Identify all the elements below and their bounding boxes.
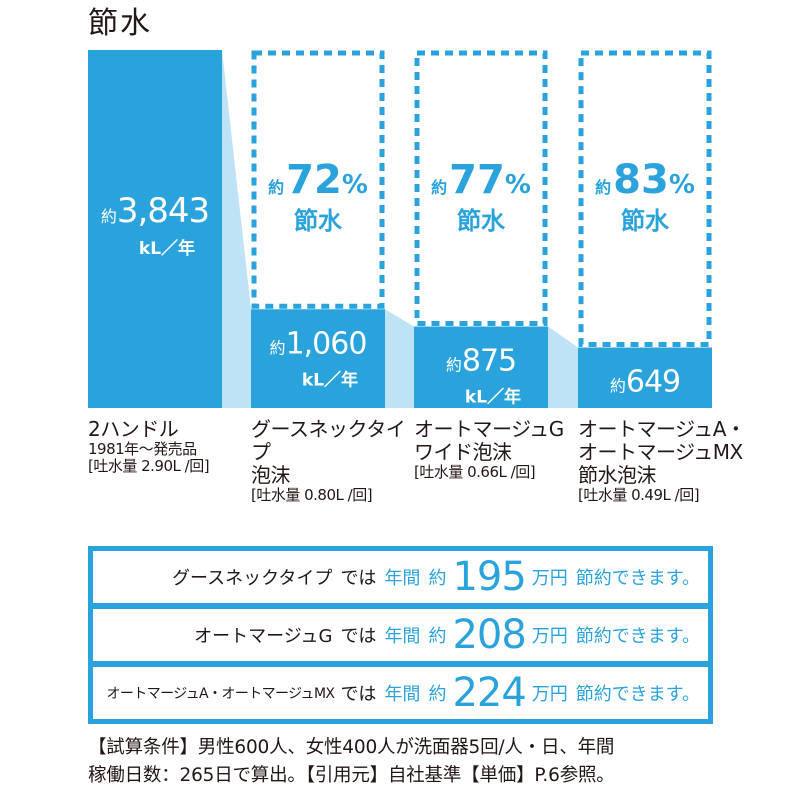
note-line-2: 稼働日数：265日で算出。【引用元】自社基準【単価】P.6参照。 xyxy=(88,764,615,786)
summary-row: オートマージュA・オートマージュMX では 年間 約 224 万円 節約できます… xyxy=(93,667,708,719)
summary-amount: 224 xyxy=(452,670,526,716)
summary-tail: 節約できます。 xyxy=(575,568,700,589)
summary-yaku: 約 xyxy=(428,684,447,705)
summary-nenkan: 年間 xyxy=(384,568,421,589)
bar xyxy=(88,50,222,408)
calculation-note: 【試算条件】男性600人、女性400人が洗面器5回/人・日、年間 稼働日数：26… xyxy=(88,734,788,790)
connector-wedge xyxy=(222,50,251,408)
category-name: グースネックタイプ xyxy=(251,417,406,464)
summary-tail: 節約できます。 xyxy=(575,626,700,647)
data-label: 約649 xyxy=(610,365,680,400)
category-sub: 節水泡沫 xyxy=(578,463,657,487)
note-line-1: 【試算条件】男性600人、女性400人が洗面器5回/人・日、年間 xyxy=(88,737,615,758)
savings-label: 節水 xyxy=(294,207,343,235)
category-name: オートマージュA・ xyxy=(578,417,746,441)
summary-amount: 195 xyxy=(452,554,526,600)
dashed-outline xyxy=(578,50,712,348)
data-label: 約3,843 xyxy=(101,191,209,231)
summary-product: オートマージュG xyxy=(194,626,333,647)
summary-row: オートマージュG では 年間 約 208 万円 節約できます。 xyxy=(93,609,708,661)
savings-percent: 約83% xyxy=(595,157,695,203)
category-spec: [吐水量 2.90L /回] xyxy=(88,457,210,476)
summary-product: オートマージュA・オートマージュMX xyxy=(106,686,336,702)
summary-unit: 万円 xyxy=(531,568,568,589)
summary-de: では xyxy=(340,684,377,705)
category-label: 2ハンドル 1981年～発売品 [吐水量 2.90L /回] xyxy=(88,418,258,476)
summary-product: グースネックタイプ xyxy=(172,568,333,589)
data-unit-label: kL／年 xyxy=(302,369,358,390)
category-label: グースネックタイプ 泡沫 [吐水量 0.80L /回] xyxy=(251,418,421,504)
savings-percent: 約77% xyxy=(431,157,531,203)
category-label: オートマージュG ワイド泡沫 [吐水量 0.66L /回] xyxy=(414,418,584,481)
bar xyxy=(578,347,712,408)
summary-tail: 節約できます。 xyxy=(575,684,700,705)
savings-label: 節水 xyxy=(621,207,670,235)
category-name: オートマージュG xyxy=(414,417,564,441)
category-spec: [吐水量 0.49L /回] xyxy=(578,486,700,504)
summary-nenkan: 年間 xyxy=(384,626,421,647)
data-label: 約1,060 xyxy=(270,326,367,361)
category-spec: [吐水量 0.80L /回] xyxy=(251,486,373,504)
summary-unit: 万円 xyxy=(531,684,568,705)
connector-wedge xyxy=(385,309,414,408)
savings-label: 節水 xyxy=(457,207,506,235)
summary-row: グースネックタイプ では 年間 約 195 万円 節約できます。 xyxy=(93,551,708,603)
savings-summary-box: グースネックタイプ では 年間 約 195 万円 節約できます。 オートマージュ… xyxy=(88,546,713,724)
summary-yaku: 約 xyxy=(428,626,447,647)
bar xyxy=(414,326,548,408)
data-label: 約875 xyxy=(446,343,516,378)
category-spec: [吐水量 0.66L /回] xyxy=(414,463,536,481)
savings-percent: 約72% xyxy=(268,157,368,203)
category-name: 2ハンドル xyxy=(88,417,179,441)
bar xyxy=(251,309,385,408)
summary-nenkan: 年間 xyxy=(384,684,421,705)
category-sub: ワイド泡沫 xyxy=(414,440,512,464)
category-sub: 泡沫 xyxy=(251,463,291,487)
summary-yaku: 約 xyxy=(428,568,447,589)
summary-de: では xyxy=(340,626,377,647)
page-title: 節水 xyxy=(88,6,152,41)
dashed-outline xyxy=(414,50,548,326)
connector-wedge xyxy=(548,326,578,408)
summary-de: では xyxy=(340,568,377,589)
dashed-outline xyxy=(251,50,385,309)
data-unit-label: kL／年 xyxy=(465,386,521,407)
bar-chart: 約3,843kL／年約1,060kL／年約875kL／年約649kL／年約72%… xyxy=(88,50,712,429)
summary-unit: 万円 xyxy=(531,626,568,647)
data-unit-label: kL／年 xyxy=(139,238,195,259)
category-name-2: オートマージュMX xyxy=(578,440,743,464)
data-unit-label: kL／年 xyxy=(629,408,685,429)
category-label: オートマージュA・ オートマージュMX 節水泡沫 [吐水量 0.49L /回] xyxy=(578,418,748,504)
summary-amount: 208 xyxy=(452,612,526,658)
category-sub: 1981年～発売品 xyxy=(88,440,197,458)
